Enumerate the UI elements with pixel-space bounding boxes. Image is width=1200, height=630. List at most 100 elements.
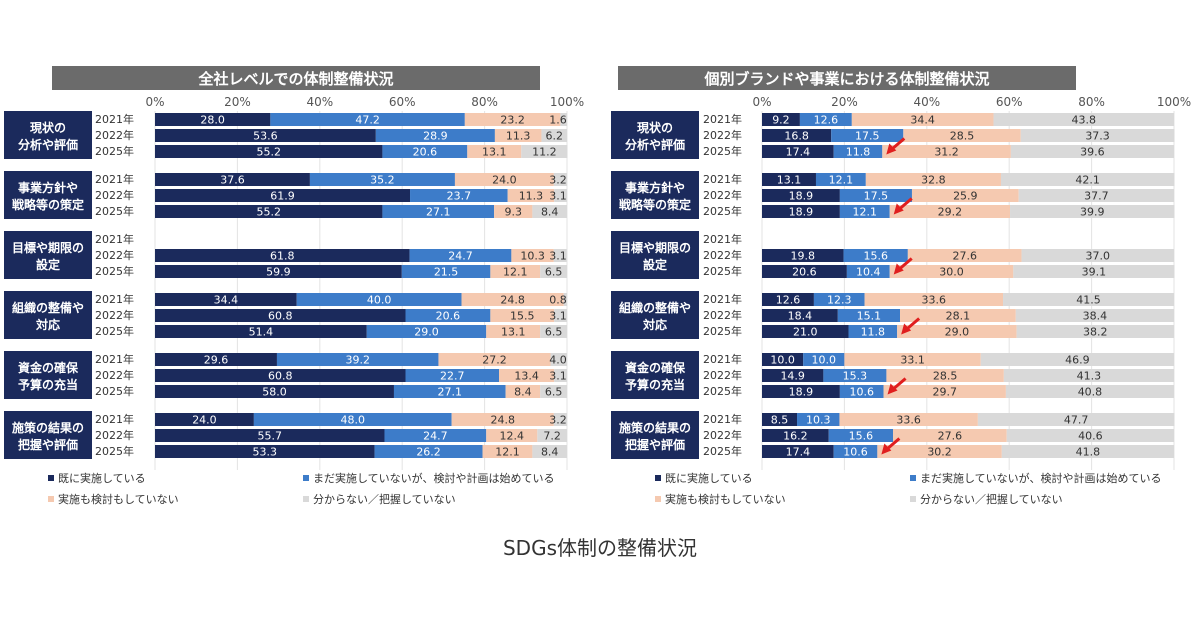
bar-segment-implemented (155, 189, 411, 202)
data-label: 16.2 (783, 430, 808, 443)
data-label: 37.0 (1086, 250, 1111, 263)
bar-segment-started (828, 429, 894, 442)
year-label: 2021年 (95, 112, 134, 126)
bar-segment-unknown (554, 369, 567, 382)
bar-segment-started (270, 113, 465, 126)
data-label: 22.7 (440, 370, 465, 383)
year-label: 2022年 (703, 188, 742, 202)
decrease-arrow-head (893, 203, 904, 215)
legend-swatch-not_considered (655, 496, 661, 502)
data-label: 3.2 (549, 414, 567, 427)
bar-segment-not_considered (900, 309, 1016, 322)
category-box (4, 291, 92, 339)
bar-segment-unknown (1021, 249, 1174, 262)
year-label: 2022年 (95, 428, 134, 442)
legend-swatch-implemented (48, 475, 54, 481)
x-tick-label: 80% (471, 95, 498, 109)
bar-segment-implemented (155, 429, 385, 442)
bar-segment-unknown (550, 353, 567, 366)
bar-segment-implemented (155, 325, 367, 338)
data-label: 26.2 (416, 446, 441, 459)
data-label: 37.3 (1085, 130, 1110, 143)
year-label: 2021年 (703, 292, 742, 306)
data-label: 46.9 (1065, 354, 1090, 367)
bar-segment-not_considered (490, 309, 555, 322)
data-label: 13.1 (777, 174, 802, 187)
bar-segment-unknown (553, 413, 567, 426)
x-tick-label: 20% (224, 95, 251, 109)
data-label: 28.1 (946, 310, 971, 323)
data-label: 24.8 (490, 414, 515, 427)
data-label: 6.2 (545, 130, 563, 143)
data-label: 39.6 (1080, 146, 1105, 159)
data-label: 29.0 (945, 326, 970, 339)
bar-segment-unknown (1010, 205, 1175, 218)
data-label: 15.6 (849, 430, 874, 443)
bar-segment-unknown (1003, 293, 1174, 306)
x-tick-label: 60% (389, 95, 416, 109)
data-label: 3.1 (549, 250, 567, 263)
category-label: 予算の充当 (625, 377, 685, 392)
year-label: 2022年 (703, 428, 742, 442)
category-label: 戦略等の策定 (619, 197, 691, 212)
data-label: 12.1 (829, 174, 854, 187)
data-label: 33.6 (922, 294, 947, 307)
data-label: 3.1 (549, 370, 567, 383)
bar-segment-unknown (980, 353, 1174, 366)
category-label: 現状の (30, 120, 66, 135)
bar-segment-not_considered (883, 385, 1006, 398)
year-label: 2025年 (703, 444, 742, 458)
data-label: 18.4 (788, 310, 813, 323)
data-label: 3.2 (549, 174, 567, 187)
bar-segment-not_considered (893, 429, 1007, 442)
bar-segment-unknown (521, 145, 568, 158)
data-label: 51.4 (249, 326, 274, 339)
bar-segment-not_considered (467, 145, 522, 158)
bar-segment-not_considered (494, 205, 533, 218)
year-label: 2025年 (703, 204, 742, 218)
data-label: 32.8 (921, 174, 946, 187)
bar-segment-not_considered (482, 445, 533, 458)
data-label: 29.7 (932, 386, 957, 399)
data-label: 35.2 (370, 174, 395, 187)
category-label: 資金の確保 (625, 360, 686, 375)
year-label: 2025年 (95, 444, 134, 458)
bar-segment-not_considered (438, 353, 551, 366)
x-tick-label: 100% (1157, 95, 1191, 109)
category-label: 施策の結果の (12, 420, 84, 435)
bar-segment-implemented (762, 369, 824, 382)
data-label: 28.9 (423, 130, 448, 143)
x-tick-label: 20% (831, 95, 858, 109)
category-box (611, 231, 699, 279)
bar-segment-not_considered (454, 173, 554, 186)
data-label: 24.7 (448, 250, 473, 263)
bar-segment-started (405, 309, 491, 322)
data-label: 53.6 (253, 130, 278, 143)
data-label: 33.6 (896, 414, 921, 427)
category-box (611, 351, 699, 399)
data-label: 41.8 (1076, 446, 1101, 459)
year-label: 2022年 (95, 308, 134, 322)
year-label: 2025年 (703, 324, 742, 338)
year-label: 2021年 (95, 412, 134, 426)
bar-segment-implemented (155, 385, 394, 398)
bar-segment-started (276, 353, 439, 366)
x-tick-label: 60% (996, 95, 1023, 109)
bar-segment-unknown (1006, 429, 1174, 442)
bar-segment-unknown (993, 113, 1174, 126)
data-label: 3.1 (549, 190, 567, 203)
bar-segment-not_considered (486, 325, 541, 338)
x-tick-label: 0% (145, 95, 164, 109)
category-label: 把握や評価 (625, 437, 685, 452)
legend-swatch-started (910, 475, 916, 481)
bar-segment-not_considered (499, 369, 555, 382)
bar-segment-not_considered (865, 173, 1001, 186)
data-label: 19.8 (791, 250, 816, 263)
bar-segment-implemented (762, 309, 838, 322)
data-label: 11.2 (532, 146, 557, 159)
data-label: 55.2 (256, 146, 281, 159)
bar-segment-implemented (155, 145, 383, 158)
bar-segment-started (309, 173, 455, 186)
legend-swatch-unknown (910, 496, 916, 502)
bar-segment-not_considered (911, 189, 1019, 202)
